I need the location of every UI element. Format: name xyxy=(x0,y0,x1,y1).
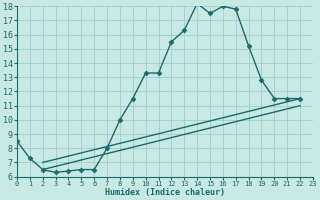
X-axis label: Humidex (Indice chaleur): Humidex (Indice chaleur) xyxy=(105,188,225,197)
